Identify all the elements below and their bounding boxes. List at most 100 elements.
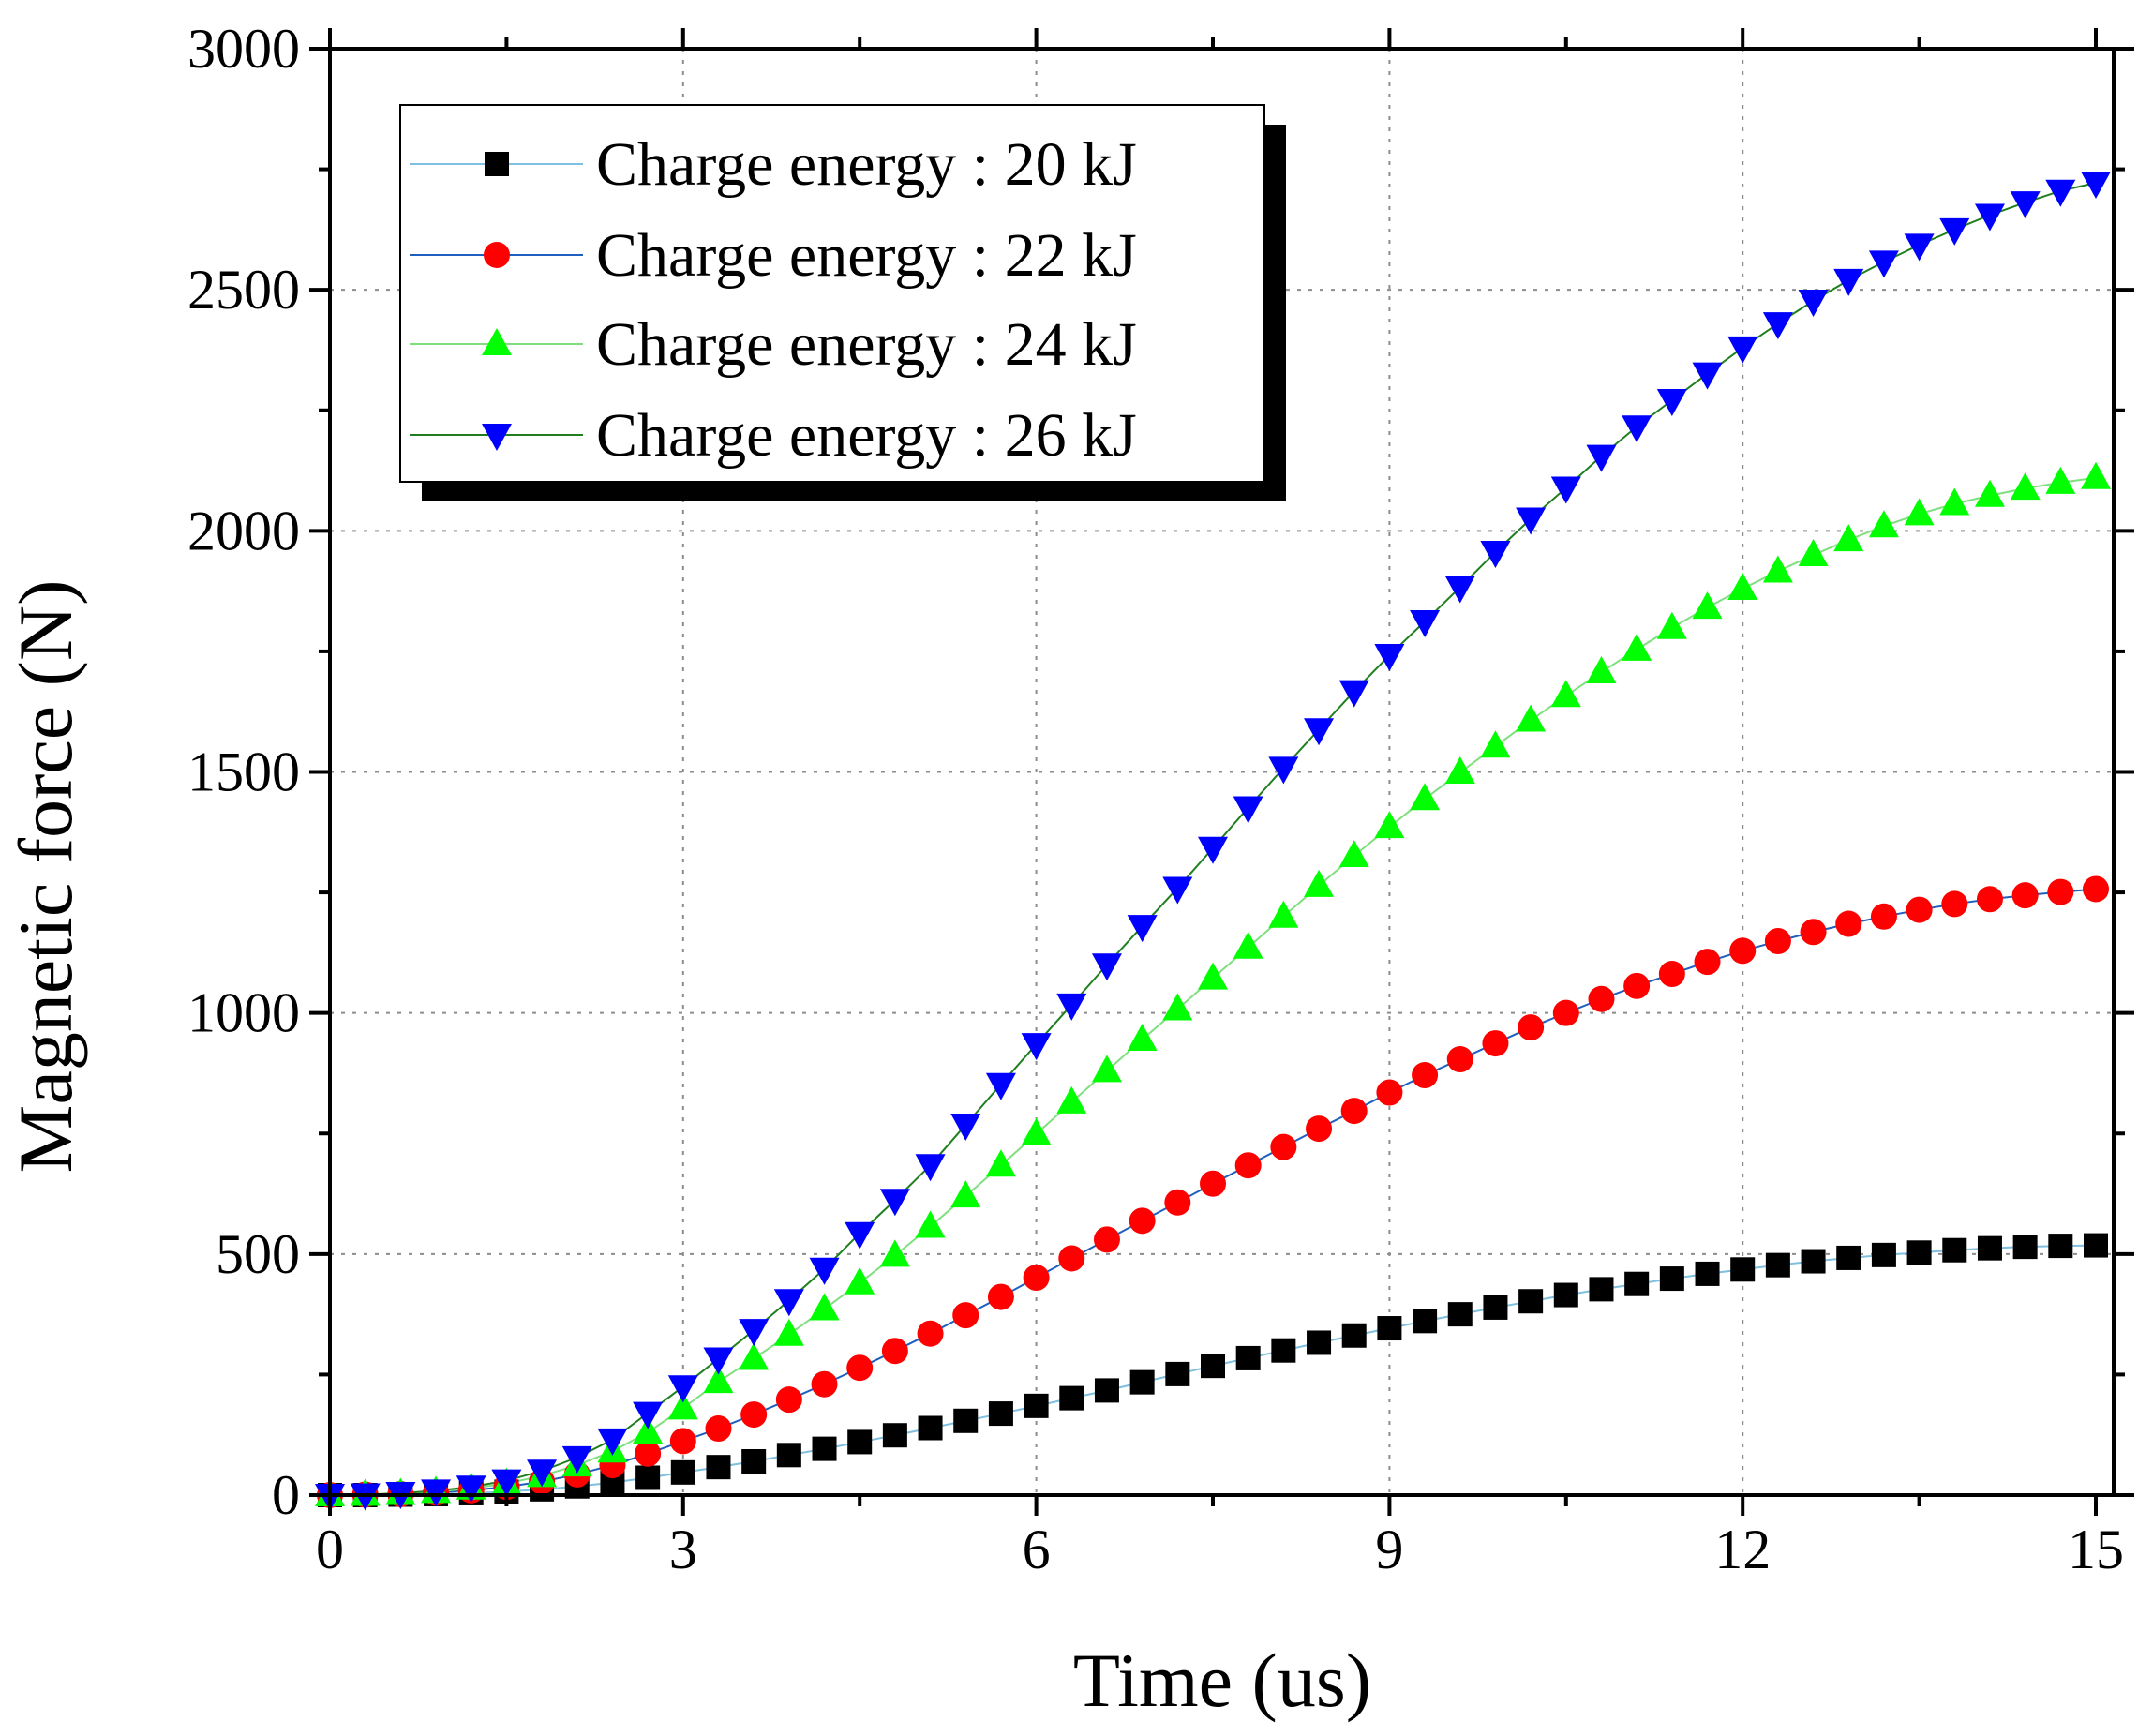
data-point-series-2 xyxy=(1870,903,1897,930)
data-point-series-2 xyxy=(1658,961,1685,988)
legend-box xyxy=(399,104,1265,483)
data-point-series-4 xyxy=(809,1257,840,1285)
data-point-series-4 xyxy=(1516,507,1547,535)
data-point-series-2 xyxy=(1270,1133,1297,1160)
data-point-series-2 xyxy=(1800,919,1827,946)
data-point-series-3 xyxy=(1516,704,1547,732)
legend-marker-1 xyxy=(485,152,509,176)
x-tick-label: 6 xyxy=(1023,1519,1051,1580)
data-point-series-3 xyxy=(1268,900,1299,928)
data-point-series-4 xyxy=(1868,250,1899,278)
data-point-series-1 xyxy=(1024,1393,1049,1418)
data-point-series-3 xyxy=(1939,487,1970,516)
data-point-series-3 xyxy=(1833,524,1864,552)
data-point-series-4 xyxy=(1091,953,1122,981)
data-point-series-4 xyxy=(1974,203,2005,232)
data-point-series-4 xyxy=(845,1221,875,1250)
data-point-series-1 xyxy=(1201,1354,1225,1379)
data-point-series-2 xyxy=(1412,1062,1439,1089)
data-point-series-2 xyxy=(1058,1245,1085,1272)
legend-marker-4 xyxy=(482,424,512,451)
data-point-series-1 xyxy=(706,1455,731,1480)
data-point-series-2 xyxy=(952,1302,979,1329)
data-point-series-2 xyxy=(1234,1152,1262,1179)
data-point-series-3 xyxy=(1338,839,1369,867)
data-point-series-4 xyxy=(2045,179,2076,207)
data-point-series-3 xyxy=(739,1342,770,1370)
data-point-series-4 xyxy=(1444,576,1475,604)
data-point-series-4 xyxy=(703,1347,734,1375)
data-point-series-2 xyxy=(811,1370,838,1398)
data-point-series-1 xyxy=(1377,1316,1402,1341)
data-point-series-1 xyxy=(1589,1277,1614,1302)
data-point-series-4 xyxy=(527,1459,558,1488)
data-point-series-4 xyxy=(950,1113,981,1141)
data-point-series-2 xyxy=(705,1415,732,1443)
data-point-series-1 xyxy=(882,1423,907,1448)
y-tick-label: 1000 xyxy=(187,982,300,1044)
data-point-series-1 xyxy=(670,1459,695,1485)
data-point-series-2 xyxy=(1093,1226,1120,1253)
data-point-series-1 xyxy=(1659,1266,1684,1292)
legend-label-2: Charge energy : 22 kJ xyxy=(596,221,1137,290)
data-point-series-1 xyxy=(1695,1261,1720,1286)
legend-label-1: Charge energy : 20 kJ xyxy=(596,130,1137,199)
data-point-series-2 xyxy=(1552,999,1579,1026)
data-point-series-3 xyxy=(2045,466,2076,494)
y-tick-label: 2000 xyxy=(187,500,300,561)
data-point-series-2 xyxy=(846,1354,874,1382)
data-point-series-4 xyxy=(1656,388,1687,416)
data-point-series-4 xyxy=(1622,415,1652,443)
data-point-series-2 xyxy=(1623,972,1651,999)
data-point-series-2 xyxy=(987,1283,1014,1310)
data-point-series-3 xyxy=(2081,461,2111,489)
y-tick-label: 0 xyxy=(272,1464,300,1526)
series-markers xyxy=(315,171,2111,1511)
data-point-series-3 xyxy=(1798,539,1829,567)
data-point-series-2 xyxy=(669,1428,696,1455)
data-point-series-4 xyxy=(1374,644,1405,672)
data-point-series-1 xyxy=(1341,1323,1367,1348)
data-point-series-3 xyxy=(1410,783,1441,811)
data-point-series-3 xyxy=(773,1318,804,1346)
data-point-series-3 xyxy=(1904,498,1935,526)
data-point-series-1 xyxy=(1447,1302,1473,1327)
data-point-series-1 xyxy=(741,1448,767,1474)
data-point-series-1 xyxy=(1165,1361,1190,1386)
data-point-series-3 xyxy=(1198,962,1228,990)
data-point-series-2 xyxy=(1340,1098,1368,1125)
data-point-series-2 xyxy=(2047,878,2074,905)
data-point-series-4 xyxy=(1692,362,1723,390)
data-point-series-1 xyxy=(776,1443,801,1468)
data-point-series-3 xyxy=(1444,756,1475,785)
data-point-series-1 xyxy=(1765,1252,1790,1278)
data-point-series-4 xyxy=(597,1428,628,1456)
data-point-series-1 xyxy=(1801,1249,1826,1274)
data-point-series-4 xyxy=(1480,540,1511,568)
legend: Charge energy : 20 kJ Charge energy : 22 … xyxy=(399,104,1286,501)
data-point-series-3 xyxy=(1586,656,1617,684)
data-point-series-3 xyxy=(1868,510,1899,538)
data-point-series-4 xyxy=(1056,993,1087,1021)
data-point-series-4 xyxy=(2010,191,2041,219)
data-point-series-3 xyxy=(1622,633,1652,661)
data-point-series-3 xyxy=(1727,573,1758,601)
data-point-series-1 xyxy=(1235,1345,1261,1370)
legend-entries: Charge energy : 20 kJ Charge energy : 22 … xyxy=(410,130,1137,470)
data-point-series-2 xyxy=(917,1320,944,1347)
data-point-series-4 xyxy=(561,1445,592,1474)
data-point-series-4 xyxy=(985,1072,1016,1100)
data-point-series-2 xyxy=(1729,937,1757,965)
data-point-series-2 xyxy=(1446,1046,1473,1073)
data-point-series-2 xyxy=(1164,1189,1191,1216)
data-point-series-2 xyxy=(2083,875,2109,903)
data-point-series-2 xyxy=(1518,1014,1545,1041)
data-point-series-4 xyxy=(1798,289,1829,317)
data-point-series-1 xyxy=(812,1436,837,1461)
data-point-series-1 xyxy=(918,1415,943,1441)
data-point-series-4 xyxy=(1904,233,1935,262)
data-point-series-4 xyxy=(1762,312,1793,340)
data-point-series-3 xyxy=(633,1416,664,1444)
